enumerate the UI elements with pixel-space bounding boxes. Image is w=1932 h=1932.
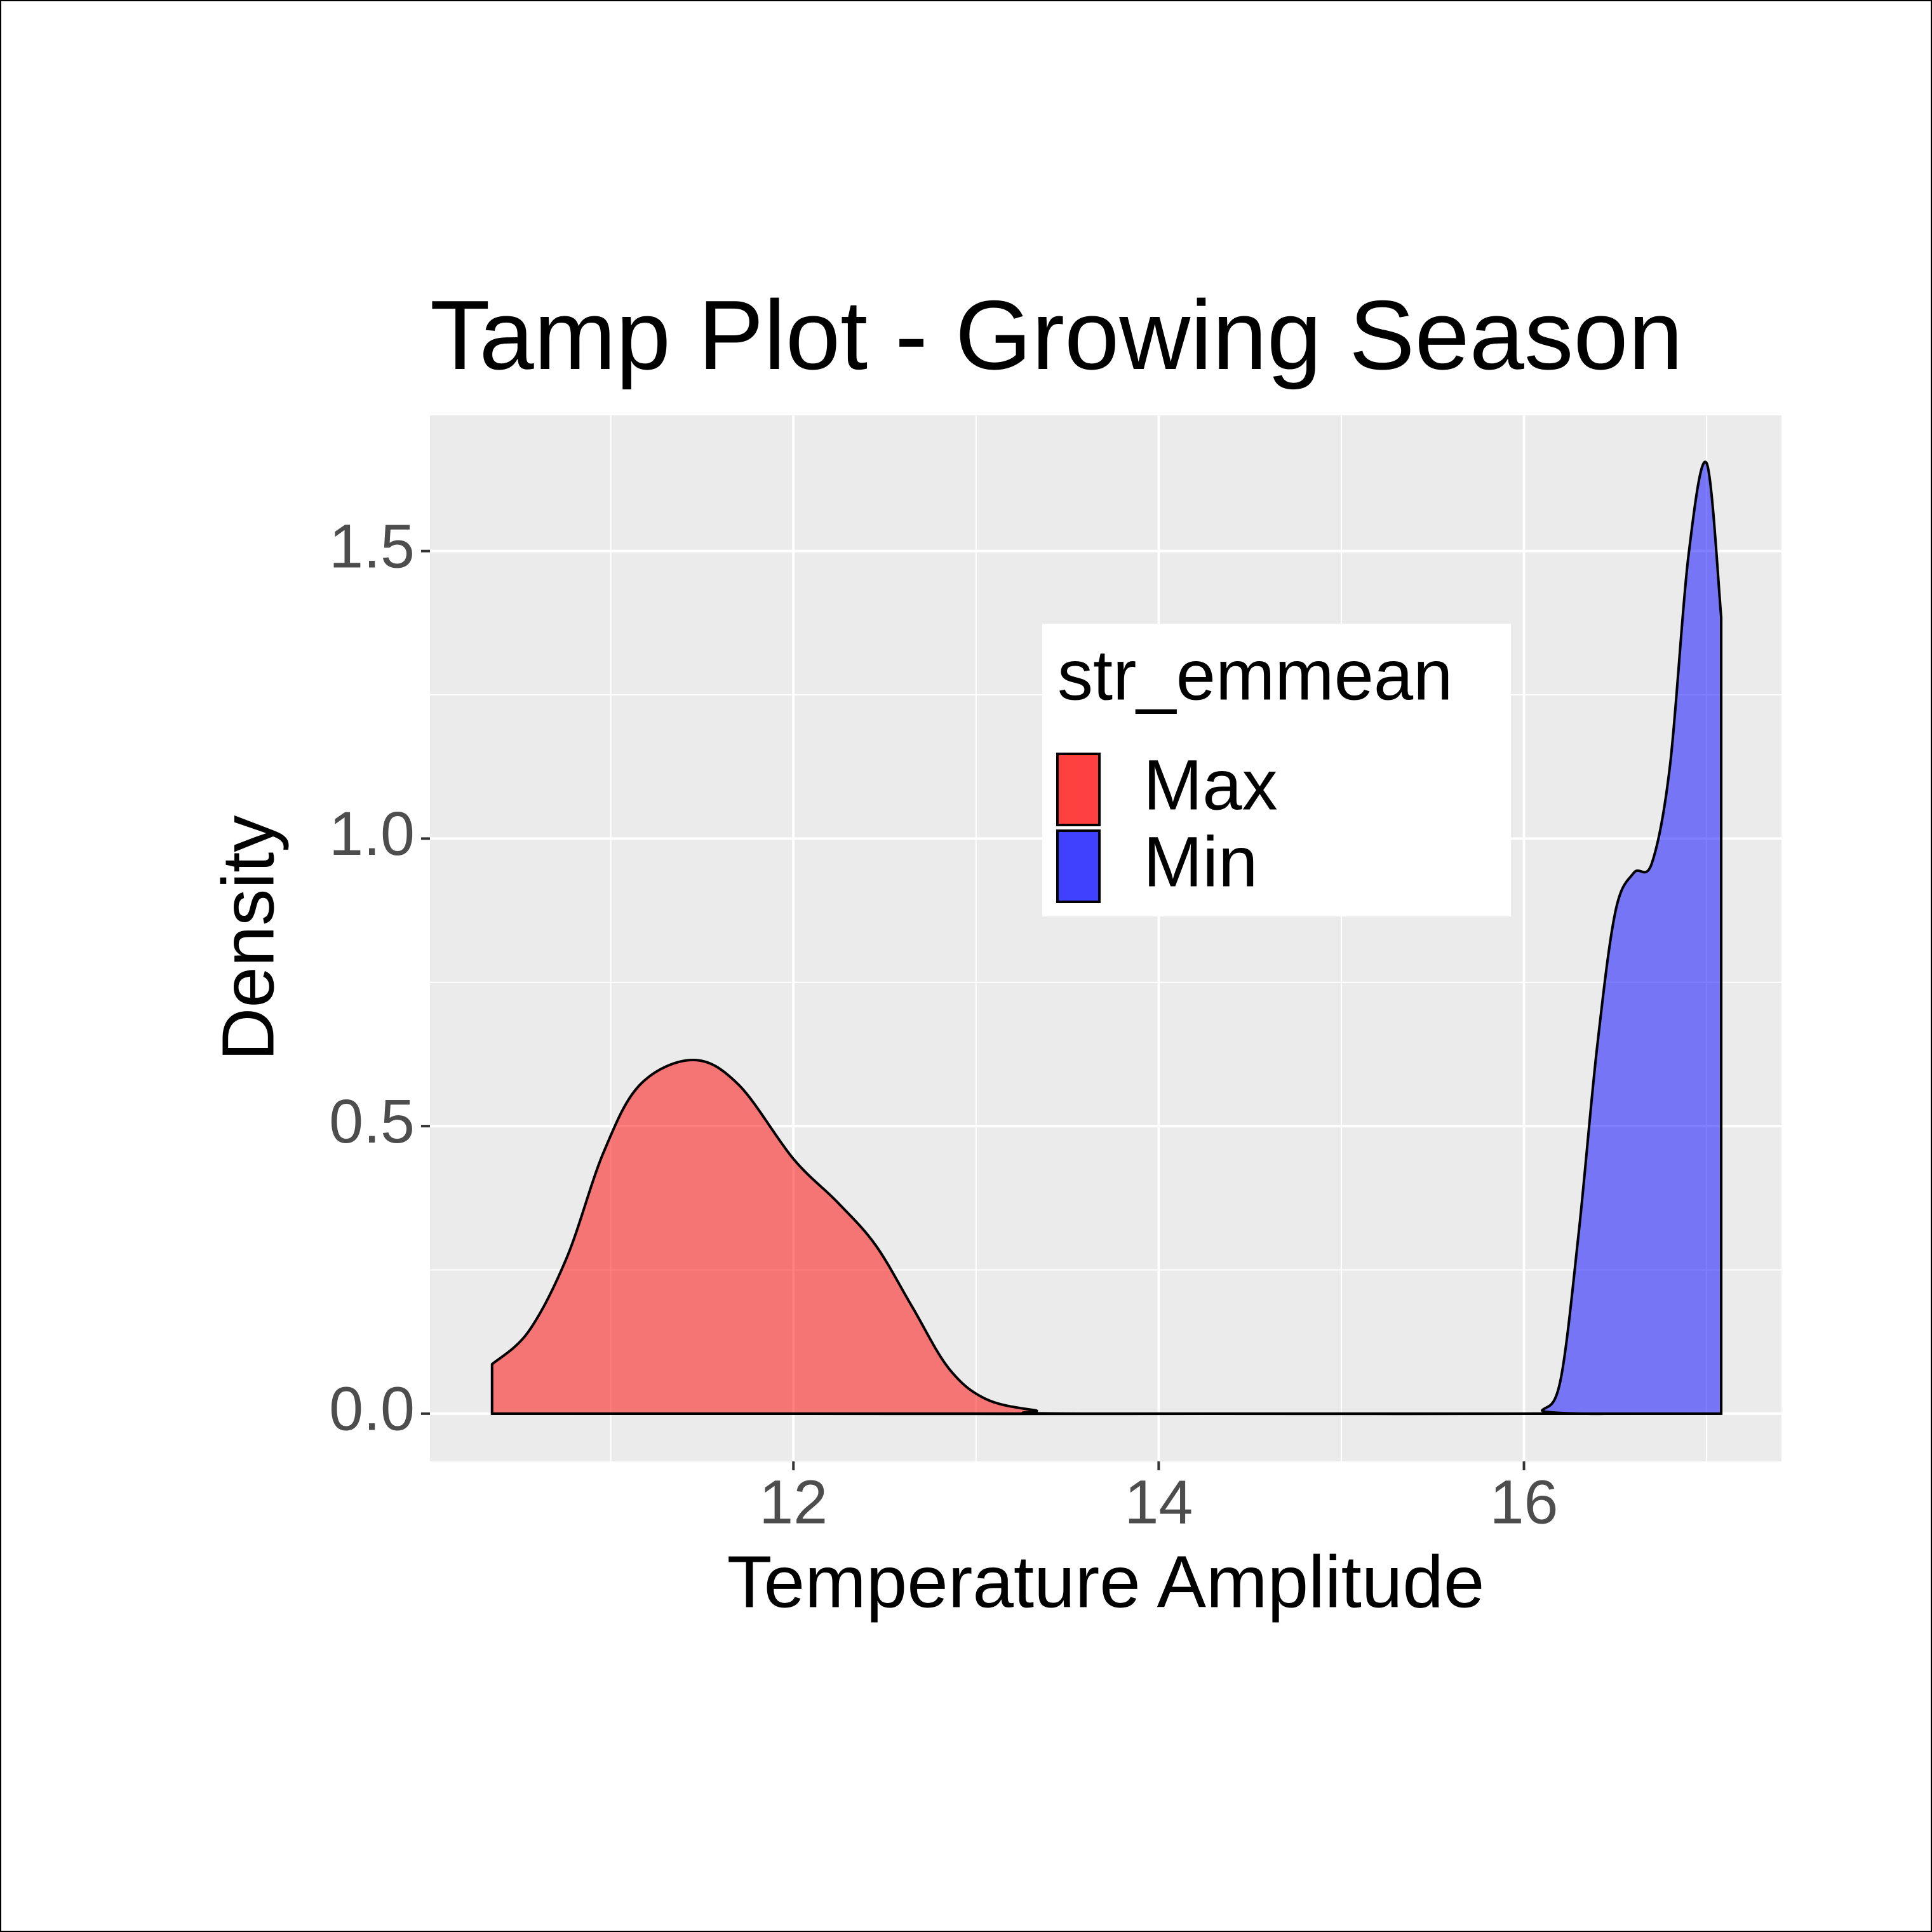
- density-area: [492, 460, 1723, 1416]
- y-tick-label: 1.5: [329, 511, 415, 580]
- legend-title: str_emmean: [1057, 636, 1452, 715]
- legend-label: Min: [1143, 822, 1258, 902]
- x-axis-title: Temperature Amplitude: [727, 1541, 1485, 1623]
- legend-key: [1056, 829, 1101, 903]
- y-tick-label: 1.0: [329, 799, 415, 868]
- chart-title: Tamp Plot - Growing Season: [430, 280, 1683, 390]
- y-tick-label: 0.5: [329, 1087, 415, 1156]
- x-tick-label: 16: [1490, 1468, 1559, 1537]
- x-tick-label: 14: [1124, 1468, 1193, 1537]
- marks: [490, 460, 1723, 1416]
- y-axis-title: Density: [207, 815, 290, 1061]
- x-tick-label: 12: [759, 1468, 828, 1537]
- legend-label: Max: [1143, 746, 1278, 825]
- legend-key: [1056, 753, 1101, 826]
- legend-box: [1042, 624, 1511, 916]
- y-tick-label: 0.0: [329, 1374, 415, 1443]
